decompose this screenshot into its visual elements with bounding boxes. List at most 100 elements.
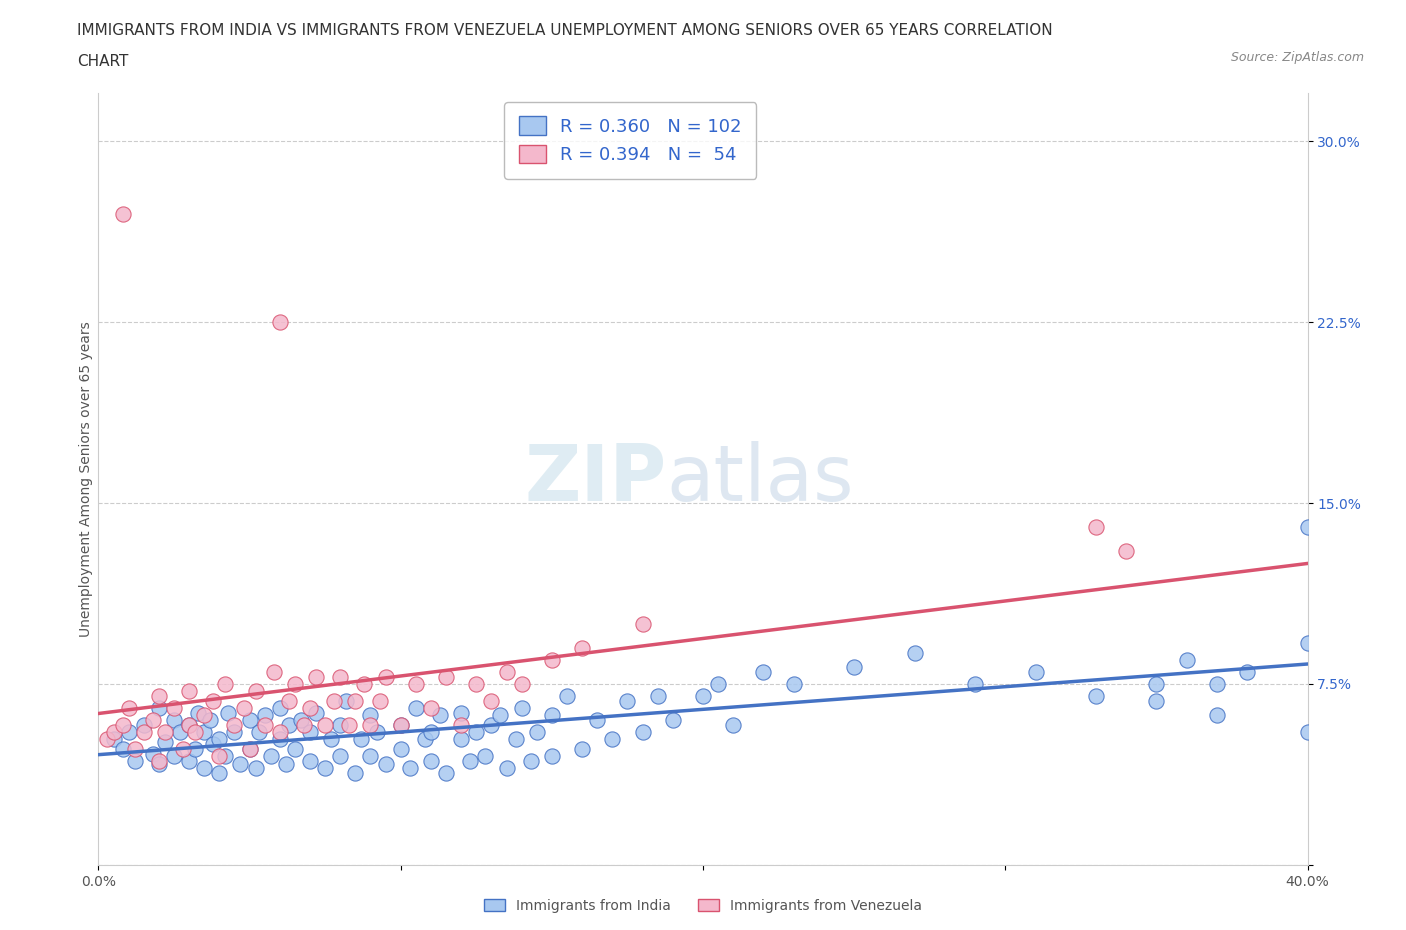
Point: [269, 314, 291, 329]
Point: [148, 688, 170, 703]
Point: [344, 694, 367, 709]
Point: [153, 735, 176, 750]
Point: [179, 684, 201, 698]
Point: [540, 653, 562, 668]
Point: [269, 700, 291, 715]
Point: [510, 676, 533, 691]
Point: [193, 724, 215, 739]
Point: [1296, 724, 1319, 739]
Point: [321, 732, 343, 747]
Point: [783, 676, 806, 691]
Point: [1296, 520, 1319, 535]
Point: [329, 670, 352, 684]
Point: [602, 732, 624, 747]
Point: [148, 756, 170, 771]
Point: [214, 749, 236, 764]
Point: [284, 742, 307, 757]
Point: [374, 756, 396, 771]
Text: IMMIGRANTS FROM INDIA VS IMMIGRANTS FROM VENEZUELA UNEMPLOYMENT AMONG SENIORS OV: IMMIGRANTS FROM INDIA VS IMMIGRANTS FROM…: [77, 23, 1053, 38]
Point: [474, 749, 496, 764]
Point: [616, 694, 638, 709]
Point: [96, 732, 118, 747]
Point: [118, 700, 141, 715]
Point: [374, 670, 396, 684]
Point: [707, 676, 730, 691]
Point: [965, 676, 987, 691]
Point: [398, 761, 420, 776]
Point: [458, 753, 481, 768]
Point: [263, 664, 285, 679]
Point: [153, 724, 176, 739]
Point: [239, 742, 262, 757]
Point: [163, 712, 186, 727]
Point: [214, 676, 236, 691]
Point: [299, 700, 322, 715]
Point: [350, 732, 373, 747]
Point: [132, 724, 155, 739]
Point: [344, 765, 367, 780]
Point: [465, 676, 488, 691]
Point: [723, 718, 745, 733]
Point: [305, 706, 328, 721]
Point: [124, 753, 146, 768]
Point: [1144, 676, 1167, 691]
Point: [647, 688, 669, 703]
Point: [274, 756, 297, 771]
Point: [247, 724, 270, 739]
Point: [429, 708, 451, 723]
Point: [323, 694, 346, 709]
Point: [239, 742, 262, 757]
Point: [284, 676, 307, 691]
Point: [420, 724, 443, 739]
Point: [555, 688, 578, 703]
Point: [1115, 544, 1137, 559]
Point: [413, 732, 436, 747]
Point: [1296, 635, 1319, 650]
Point: [335, 694, 357, 709]
Point: [434, 670, 457, 684]
Point: [163, 700, 186, 715]
Text: atlas: atlas: [666, 441, 855, 517]
Point: [299, 753, 322, 768]
Point: [299, 724, 322, 739]
Point: [245, 761, 267, 776]
Point: [269, 732, 291, 747]
Point: [305, 670, 328, 684]
Point: [184, 742, 207, 757]
Point: [179, 753, 201, 768]
Point: [420, 700, 443, 715]
Text: Source: ZipAtlas.com: Source: ZipAtlas.com: [1230, 51, 1364, 64]
Point: [314, 718, 336, 733]
Text: ZIP: ZIP: [524, 441, 666, 517]
Point: [526, 724, 548, 739]
Point: [661, 712, 683, 727]
Point: [184, 724, 207, 739]
Point: [1024, 664, 1046, 679]
Point: [1085, 520, 1108, 535]
Point: [314, 761, 336, 776]
Point: [202, 694, 225, 709]
Point: [586, 712, 609, 727]
Point: [132, 718, 155, 733]
Point: [239, 712, 262, 727]
Point: [1236, 664, 1258, 679]
Legend: Immigrants from India, Immigrants from Venezuela: Immigrants from India, Immigrants from V…: [478, 894, 928, 919]
Point: [232, 700, 254, 715]
Point: [510, 700, 533, 715]
Point: [208, 749, 231, 764]
Point: [202, 737, 225, 751]
Point: [337, 718, 360, 733]
Point: [353, 676, 375, 691]
Point: [434, 765, 457, 780]
Point: [208, 765, 231, 780]
Point: [124, 742, 146, 757]
Point: [277, 694, 299, 709]
Point: [245, 684, 267, 698]
Point: [169, 724, 191, 739]
Point: [360, 749, 382, 764]
Point: [179, 718, 201, 733]
Point: [904, 645, 927, 660]
Point: [217, 706, 239, 721]
Point: [253, 718, 276, 733]
Point: [208, 732, 231, 747]
